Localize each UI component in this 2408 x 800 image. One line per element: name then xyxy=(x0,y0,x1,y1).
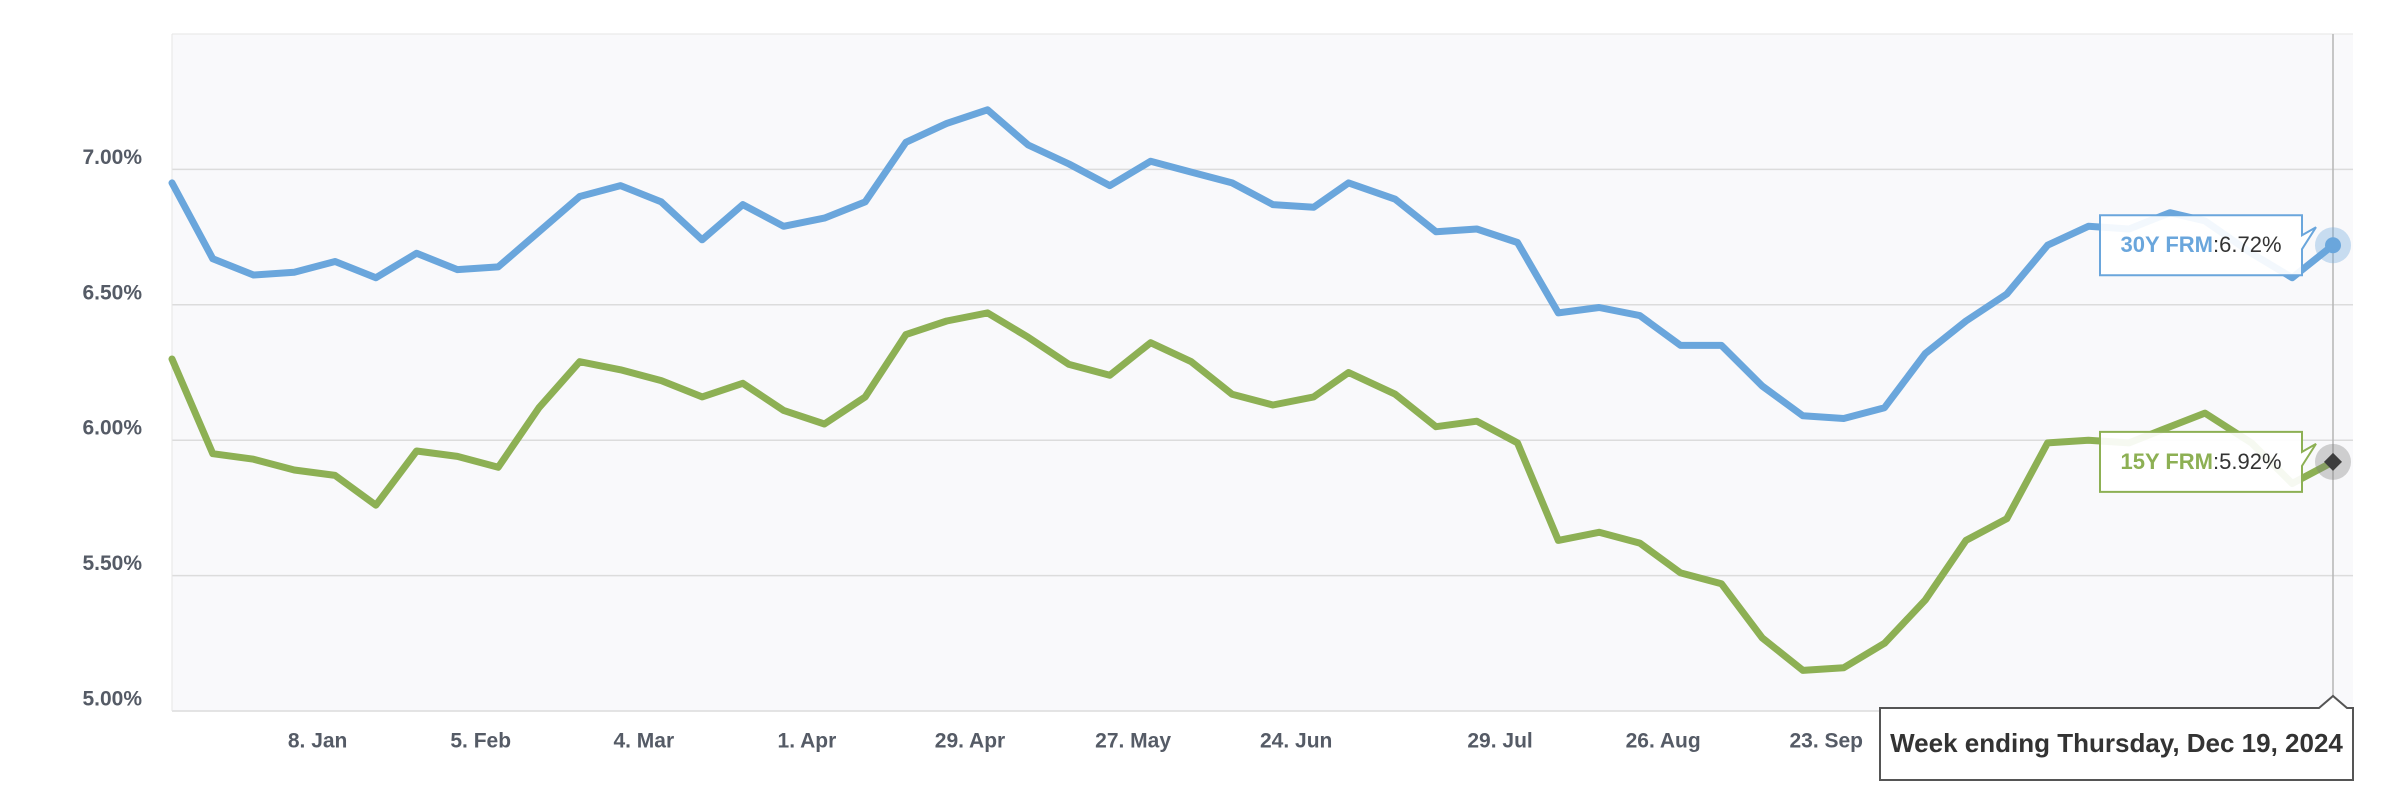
series-line xyxy=(168,309,2337,674)
hover-marker xyxy=(2324,452,2342,471)
tooltip-value: 6.72% xyxy=(2219,232,2281,257)
x-tick-label: 29. Jul xyxy=(1467,730,1532,753)
x-tick-label: 4. Mar xyxy=(613,730,674,753)
x-tick-label: 23. Sep xyxy=(1789,730,1863,753)
y-tick-label: 6.00% xyxy=(82,417,142,440)
x-tick-label: 27. May xyxy=(1095,730,1171,753)
y-tick-label: 5.50% xyxy=(82,552,142,575)
series-line xyxy=(168,106,2337,422)
series-tooltip: 30Y FRM:6.72% xyxy=(2099,214,2317,277)
x-tick-label: 1. Apr xyxy=(778,730,837,753)
tooltip-text: 30Y FRM:6.72% xyxy=(2120,232,2281,257)
date-tooltip-box xyxy=(1879,694,2354,781)
tooltip-box xyxy=(2099,430,2317,493)
x-tick-label: 24. Jun xyxy=(1260,730,1332,753)
tooltip-separator: : xyxy=(2213,232,2219,257)
tooltip-text: 15Y FRM:5.92% xyxy=(2120,449,2281,474)
tooltip-box xyxy=(2099,214,2317,277)
date-tooltip-title: Week ending Thursday, Dec 19, 2024 xyxy=(1890,728,2343,758)
tooltip-separator: : xyxy=(2213,449,2219,474)
hover-marker xyxy=(2325,237,2341,254)
plot-area xyxy=(172,34,2353,711)
x-tick-label: 29. Apr xyxy=(935,730,1005,753)
x-tick-label: 26. Aug xyxy=(1626,730,1701,753)
tooltip-value: 5.92% xyxy=(2219,449,2281,474)
series-tooltip: 15Y FRM:5.92% xyxy=(2099,430,2317,493)
tooltip-series-name: 30Y FRM xyxy=(2120,232,2213,257)
y-tick-label: 7.00% xyxy=(82,146,142,169)
tooltip-series-name: 15Y FRM xyxy=(2120,449,2213,474)
y-tick-label: 6.50% xyxy=(82,281,142,304)
y-tick-label: 5.00% xyxy=(82,688,142,711)
x-tick-label: 8. Jan xyxy=(288,730,348,753)
x-tick-label: 5. Feb xyxy=(450,730,511,753)
